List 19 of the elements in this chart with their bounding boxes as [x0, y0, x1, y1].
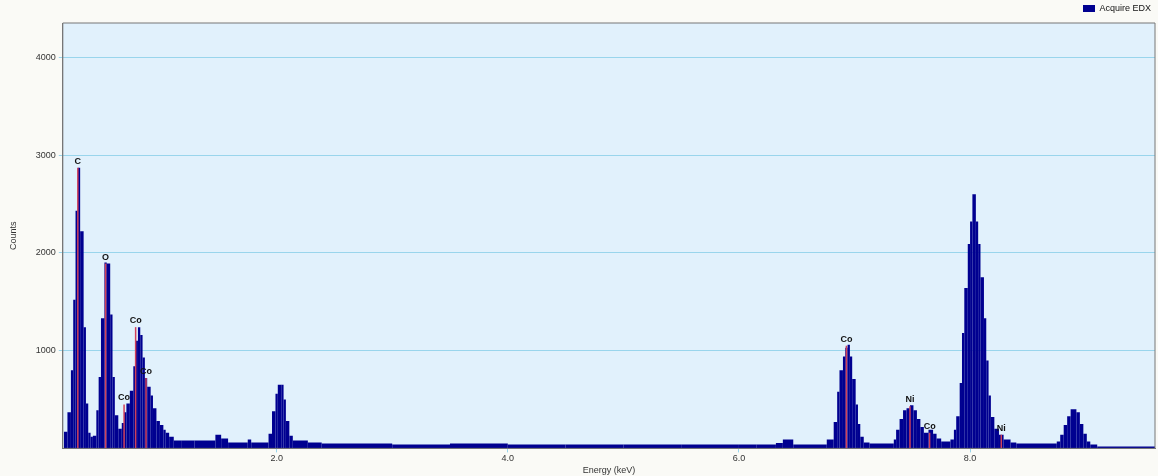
legend-label: Acquire EDX [1099, 2, 1152, 13]
y-tick-label: 2000 [35, 247, 56, 258]
annotation: Ni [996, 422, 1006, 433]
y-axis-title: Counts [7, 220, 18, 250]
annotation: O [102, 251, 110, 262]
x-tick-label: 6.0 [732, 453, 746, 464]
x-tick-label: 8.0 [963, 453, 977, 464]
annotation: C [74, 155, 82, 166]
x-tick-label: 2.0 [270, 453, 283, 464]
x-tick-label: 4.0 [501, 453, 515, 464]
y-tick-label: 1000 [35, 345, 56, 356]
annotation: Co [129, 315, 143, 326]
annotation: Co [923, 420, 937, 431]
y-tick-label: 3000 [35, 149, 56, 160]
x-axis-title: Energy (keV) [582, 465, 636, 476]
annotation: Co [840, 333, 853, 344]
annotation: Ni [905, 394, 915, 405]
annotation: Co [118, 392, 131, 403]
y-tick-label: 4000 [35, 51, 56, 62]
